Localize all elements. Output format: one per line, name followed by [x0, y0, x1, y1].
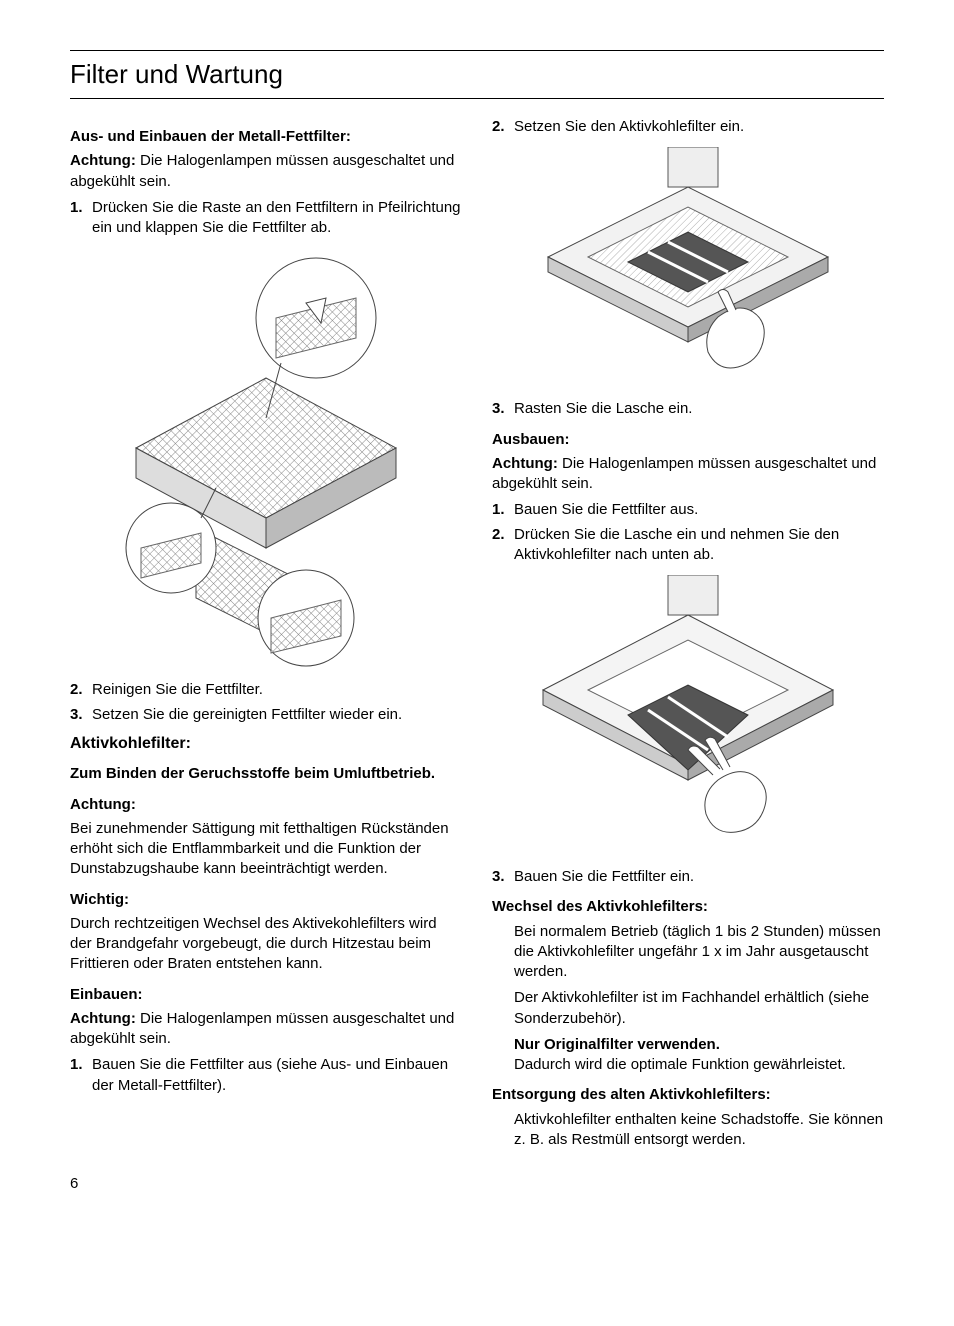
list-ausbauen-3: 3. Bauen Sie die Fettfilter ein.	[492, 867, 884, 887]
figure-aktivkohle-einbauen	[518, 147, 858, 387]
step-number: 3.	[70, 705, 92, 725]
step-number: 1.	[492, 500, 514, 520]
warning-3: Achtung: Die Halogenlampen müssen ausges…	[492, 454, 884, 495]
list-item: 3. Bauen Sie die Fettfilter ein.	[492, 867, 884, 887]
left-column: Aus- und Einbauen der Metall-Fettfilter:…	[70, 117, 462, 1156]
list-item: 3. Setzen Sie die gereinigten Fettfilter…	[70, 705, 462, 725]
list-metall-steps-b: 2. Reinigen Sie die Fettfilter. 3. Setze…	[70, 680, 462, 725]
warning-2: Achtung: Die Halogenlampen müssen ausges…	[70, 1009, 462, 1050]
list-item: 2. Reinigen Sie die Fettfilter.	[70, 680, 462, 700]
warning-1-label: Achtung:	[70, 152, 136, 169]
step-text: Bauen Sie die Fettfilter ein.	[514, 867, 884, 887]
subheading-umluftbetrieb: Zum Binden der Geruchsstoffe beim Umluft…	[70, 764, 462, 784]
list-item: 1. Bauen Sie die Fettfilter aus (siehe A…	[70, 1055, 462, 1096]
entsorgung-text: Aktivkohlefilter enthalten keine Schadst…	[514, 1110, 884, 1151]
step-number: 2.	[70, 680, 92, 700]
step-number: 2.	[492, 525, 514, 566]
heading-aktivkohlefilter: Aktivkohlefilter:	[70, 733, 462, 755]
list-item: 1. Drücken Sie die Raste an den Fettfilt…	[70, 198, 462, 239]
figure-fettfilter-detail	[116, 248, 416, 668]
wechsel-p2: Der Aktivkohlefilter ist im Fachhandel e…	[514, 988, 884, 1029]
figure-aktivkohle-ausbauen	[518, 575, 858, 855]
wechsel-p3: Dadurch wird die optimale Funktion gewäh…	[514, 1056, 846, 1073]
heading-metall-fettfilter: Aus- und Einbauen der Metall-Fettfilter:	[70, 127, 462, 147]
step-number: 3.	[492, 867, 514, 887]
list-einbauen-2: 2. Setzen Sie den Aktivkohlefilter ein.	[492, 117, 884, 137]
wechsel-p1: Bei normalem Betrieb (täglich 1 bis 2 St…	[514, 922, 884, 983]
page-number: 6	[70, 1174, 884, 1194]
wechsel-label: Wechsel des Aktivkohlefilters:	[492, 897, 884, 917]
entsorgung-label: Entsorgung des alten Aktivkohlefilters:	[492, 1085, 884, 1105]
warning-3-label: Achtung:	[492, 455, 558, 472]
content-columns: Aus- und Einbauen der Metall-Fettfilter:…	[70, 117, 884, 1156]
einbauen-label: Einbauen:	[70, 985, 462, 1005]
wechsel-block: Bei normalem Betrieb (täglich 1 bis 2 St…	[492, 922, 884, 1076]
right-column: 2. Setzen Sie den Aktivkohlefilter ein.	[492, 117, 884, 1156]
achtung-text: Bei zunehmender Sättigung mit fetthaltig…	[70, 819, 462, 880]
list-item: 2. Setzen Sie den Aktivkohlefilter ein.	[492, 117, 884, 137]
list-ausbauen: 1. Bauen Sie die Fettfilter aus. 2. Drüc…	[492, 500, 884, 565]
achtung-label: Achtung:	[70, 795, 462, 815]
step-text: Rasten Sie die Lasche ein.	[514, 399, 884, 419]
step-number: 1.	[70, 198, 92, 239]
step-text: Drücken Sie die Lasche ein und nehmen Si…	[514, 525, 884, 566]
list-item: 3. Rasten Sie die Lasche ein.	[492, 399, 884, 419]
ausbauen-label: Ausbauen:	[492, 430, 884, 450]
list-item: 2. Drücken Sie die Lasche ein und nehmen…	[492, 525, 884, 566]
list-metall-steps-a: 1. Drücken Sie die Raste an den Fettfilt…	[70, 198, 462, 239]
wichtig-text: Durch rechtzeitigen Wechsel des Aktiveko…	[70, 914, 462, 975]
page-title: Filter und Wartung	[70, 50, 884, 99]
wechsel-bold: Nur Originalfilter verwenden.	[514, 1036, 720, 1053]
step-text: Setzen Sie die gereinigten Fettfilter wi…	[92, 705, 462, 725]
step-number: 1.	[70, 1055, 92, 1096]
list-item: 1. Bauen Sie die Fettfilter aus.	[492, 500, 884, 520]
warning-2-label: Achtung:	[70, 1010, 136, 1027]
step-number: 3.	[492, 399, 514, 419]
step-text: Setzen Sie den Aktivkohlefilter ein.	[514, 117, 884, 137]
entsorgung-block: Aktivkohlefilter enthalten keine Schadst…	[492, 1110, 884, 1151]
warning-1: Achtung: Die Halogenlampen müssen ausges…	[70, 151, 462, 192]
list-einbauen-3: 3. Rasten Sie die Lasche ein.	[492, 399, 884, 419]
wechsel-p3-wrap: Nur Originalfilter verwenden. Dadurch wi…	[514, 1035, 884, 1076]
step-number: 2.	[492, 117, 514, 137]
wichtig-label: Wichtig:	[70, 890, 462, 910]
step-text: Reinigen Sie die Fettfilter.	[92, 680, 462, 700]
list-einbauen: 1. Bauen Sie die Fettfilter aus (siehe A…	[70, 1055, 462, 1096]
step-text: Drücken Sie die Raste an den Fettfiltern…	[92, 198, 462, 239]
step-text: Bauen Sie die Fettfilter aus (siehe Aus-…	[92, 1055, 462, 1096]
step-text: Bauen Sie die Fettfilter aus.	[514, 500, 884, 520]
